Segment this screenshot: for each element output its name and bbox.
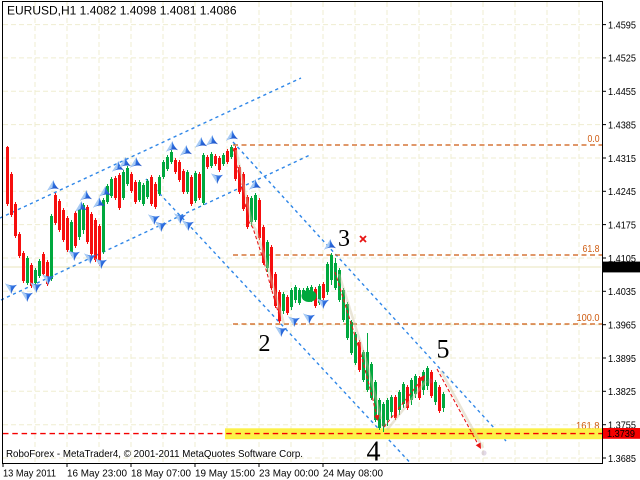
svg-text:RoboForex - MetaTrader4, © 200: RoboForex - MetaTrader4, © 2001-2011 Met… xyxy=(6,448,303,460)
svg-text:13 May 2011: 13 May 2011 xyxy=(3,468,56,480)
svg-text:1.4245: 1.4245 xyxy=(608,186,636,198)
svg-text:161.8: 161.8 xyxy=(576,421,600,432)
svg-text:19 May 15:00: 19 May 15:00 xyxy=(195,468,255,480)
svg-text:1.4595: 1.4595 xyxy=(608,19,636,31)
svg-text:1.3739: 1.3739 xyxy=(607,428,635,440)
svg-text:23 May 00:00: 23 May 00:00 xyxy=(259,468,319,480)
svg-text:1.4315: 1.4315 xyxy=(608,153,636,165)
svg-text:1.3895: 1.3895 xyxy=(608,353,636,365)
svg-text:100.0: 100.0 xyxy=(577,313,600,324)
svg-text:1.4525: 1.4525 xyxy=(608,53,636,65)
svg-text:24 May 08:00: 24 May 08:00 xyxy=(323,468,383,480)
svg-text:0.0: 0.0 xyxy=(588,134,600,145)
svg-text:1.3685: 1.3685 xyxy=(608,453,636,465)
svg-text:18 May 07:00: 18 May 07:00 xyxy=(131,468,191,480)
svg-text:1.4035: 1.4035 xyxy=(608,286,636,298)
svg-text:1.4175: 1.4175 xyxy=(608,219,636,231)
svg-text:1.3965: 1.3965 xyxy=(608,320,636,332)
svg-text:5: 5 xyxy=(437,335,450,364)
svg-text:61.8: 61.8 xyxy=(583,244,600,255)
svg-text:2: 2 xyxy=(259,331,271,357)
svg-text:1.4455: 1.4455 xyxy=(608,86,636,98)
svg-text:16 May 23:00: 16 May 23:00 xyxy=(67,468,127,480)
svg-text:4: 4 xyxy=(367,437,381,468)
svg-text:1.3825: 1.3825 xyxy=(608,386,636,398)
svg-text:EURUSD,H1 1.4082 1.4098 1.408: EURUSD,H1 1.4082 1.4098 1.4081 1.4086 xyxy=(7,4,237,18)
svg-text:1.4086: 1.4086 xyxy=(607,262,635,274)
svg-text:1.4385: 1.4385 xyxy=(608,119,636,131)
svg-text:3: 3 xyxy=(338,226,350,252)
